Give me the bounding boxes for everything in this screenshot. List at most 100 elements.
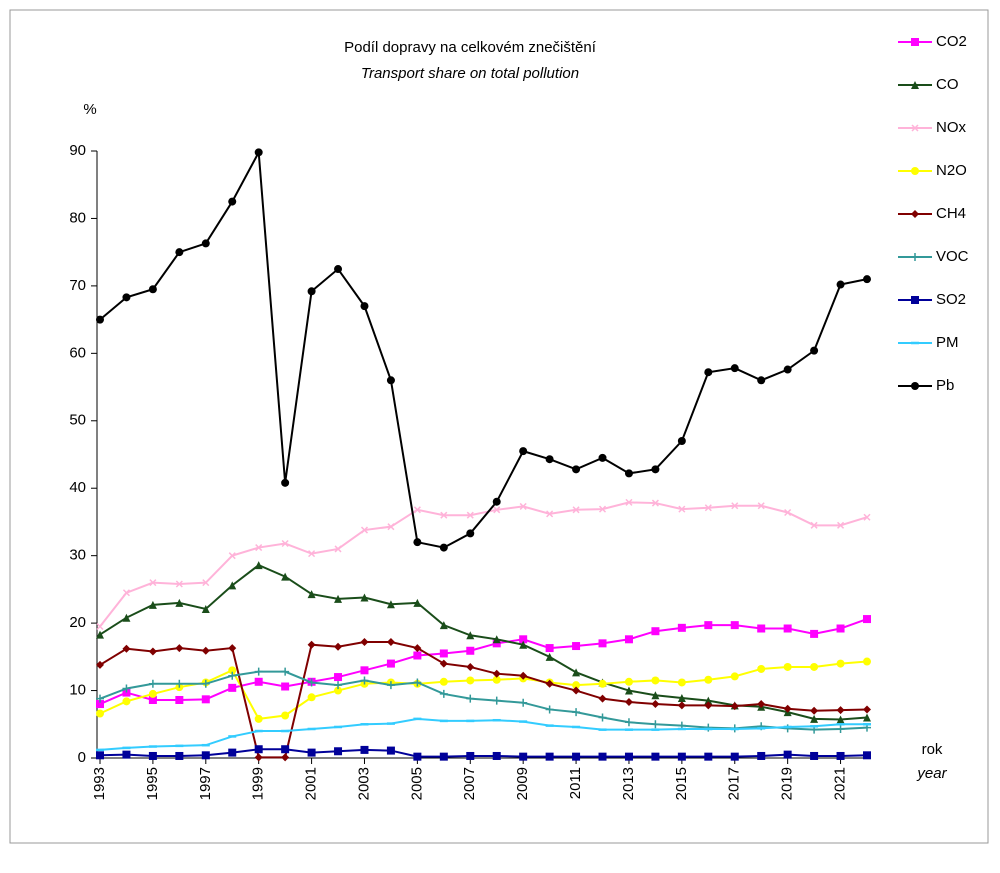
marker: [730, 364, 739, 373]
marker: [334, 642, 343, 651]
y-tick-label: 70: [69, 277, 86, 294]
series: [96, 637, 871, 762]
marker: [677, 701, 686, 710]
marker: [466, 676, 475, 685]
chart-frame: [9, 9, 989, 844]
marker: [334, 747, 343, 756]
marker: [783, 704, 792, 713]
marker: [201, 695, 210, 704]
marker: [254, 148, 263, 157]
marker: [704, 701, 713, 710]
marker: [651, 627, 660, 636]
marker: [122, 589, 130, 597]
y-axis-label: %: [83, 101, 96, 118]
marker: [730, 672, 739, 681]
marker: [863, 657, 871, 666]
x-tick-label: 2005: [408, 767, 425, 800]
marker: [228, 644, 237, 653]
marker: [281, 745, 290, 754]
series-line: [99, 618, 868, 705]
marker: [334, 545, 342, 553]
legend-swatch-marker: [911, 167, 919, 175]
marker: [96, 751, 104, 760]
marker: [148, 751, 157, 760]
marker: [255, 544, 263, 552]
marker: [519, 635, 528, 644]
marker: [334, 673, 343, 682]
legend-label: NOx: [936, 119, 967, 136]
marker: [730, 621, 739, 630]
marker: [466, 529, 475, 538]
marker: [624, 677, 633, 686]
marker: [651, 676, 660, 685]
marker: [704, 675, 713, 684]
legend-swatch-marker: [911, 124, 919, 132]
y-tick-label: 40: [69, 479, 86, 496]
marker: [545, 644, 554, 653]
marker: [175, 751, 184, 760]
marker: [228, 197, 237, 206]
legend-swatch-marker: [911, 81, 919, 89]
marker: [386, 681, 395, 690]
marker: [307, 748, 316, 757]
marker: [598, 639, 607, 648]
marker: [413, 651, 422, 660]
series-line: [99, 717, 867, 751]
marker: [281, 478, 290, 487]
marker: [122, 613, 131, 622]
legend-label: Pb: [936, 377, 954, 394]
marker: [545, 705, 554, 714]
marker: [836, 715, 845, 724]
marker: [413, 506, 421, 514]
marker: [492, 497, 501, 506]
marker: [466, 511, 474, 519]
marker: [863, 705, 871, 714]
marker: [281, 682, 290, 691]
marker: [466, 694, 475, 703]
marker: [598, 505, 607, 513]
marker: [439, 543, 448, 552]
marker: [281, 753, 290, 762]
marker: [572, 708, 581, 717]
marker: [598, 453, 607, 462]
legend-label: CO2: [936, 33, 967, 50]
marker: [624, 469, 633, 478]
marker: [254, 561, 263, 570]
marker: [492, 639, 501, 648]
marker: [572, 681, 581, 690]
marker: [360, 302, 369, 311]
marker: [863, 615, 871, 624]
marker: [624, 718, 633, 727]
marker: [546, 510, 554, 518]
marker: [837, 521, 845, 529]
marker: [148, 679, 157, 688]
marker: [651, 720, 660, 729]
series-line: [99, 748, 868, 758]
marker: [704, 504, 712, 512]
marker: [202, 579, 210, 587]
x-tick-label: 1993: [91, 767, 108, 800]
marker: [810, 662, 819, 671]
legend-swatch-marker: [911, 38, 919, 46]
marker: [704, 621, 713, 630]
marker: [122, 697, 131, 706]
marker: [122, 684, 131, 693]
marker: [730, 752, 739, 761]
marker: [201, 751, 210, 760]
marker: [810, 521, 818, 529]
x-tick-label: 2021: [832, 767, 849, 800]
y-tick-label: 10: [69, 682, 86, 699]
marker: [625, 498, 633, 506]
marker: [519, 502, 527, 510]
x-axis-label-en: year: [916, 765, 947, 782]
marker: [201, 646, 210, 655]
marker: [360, 745, 369, 754]
marker: [175, 695, 184, 704]
marker: [783, 624, 792, 633]
legend-swatch-marker: [911, 382, 919, 390]
legend-label: N2O: [936, 162, 967, 179]
y-tick-label: 80: [69, 209, 86, 226]
legend-label: CH4: [936, 205, 966, 222]
chart-subtitle: Transport share on total pollution: [361, 65, 579, 82]
marker: [783, 365, 792, 374]
